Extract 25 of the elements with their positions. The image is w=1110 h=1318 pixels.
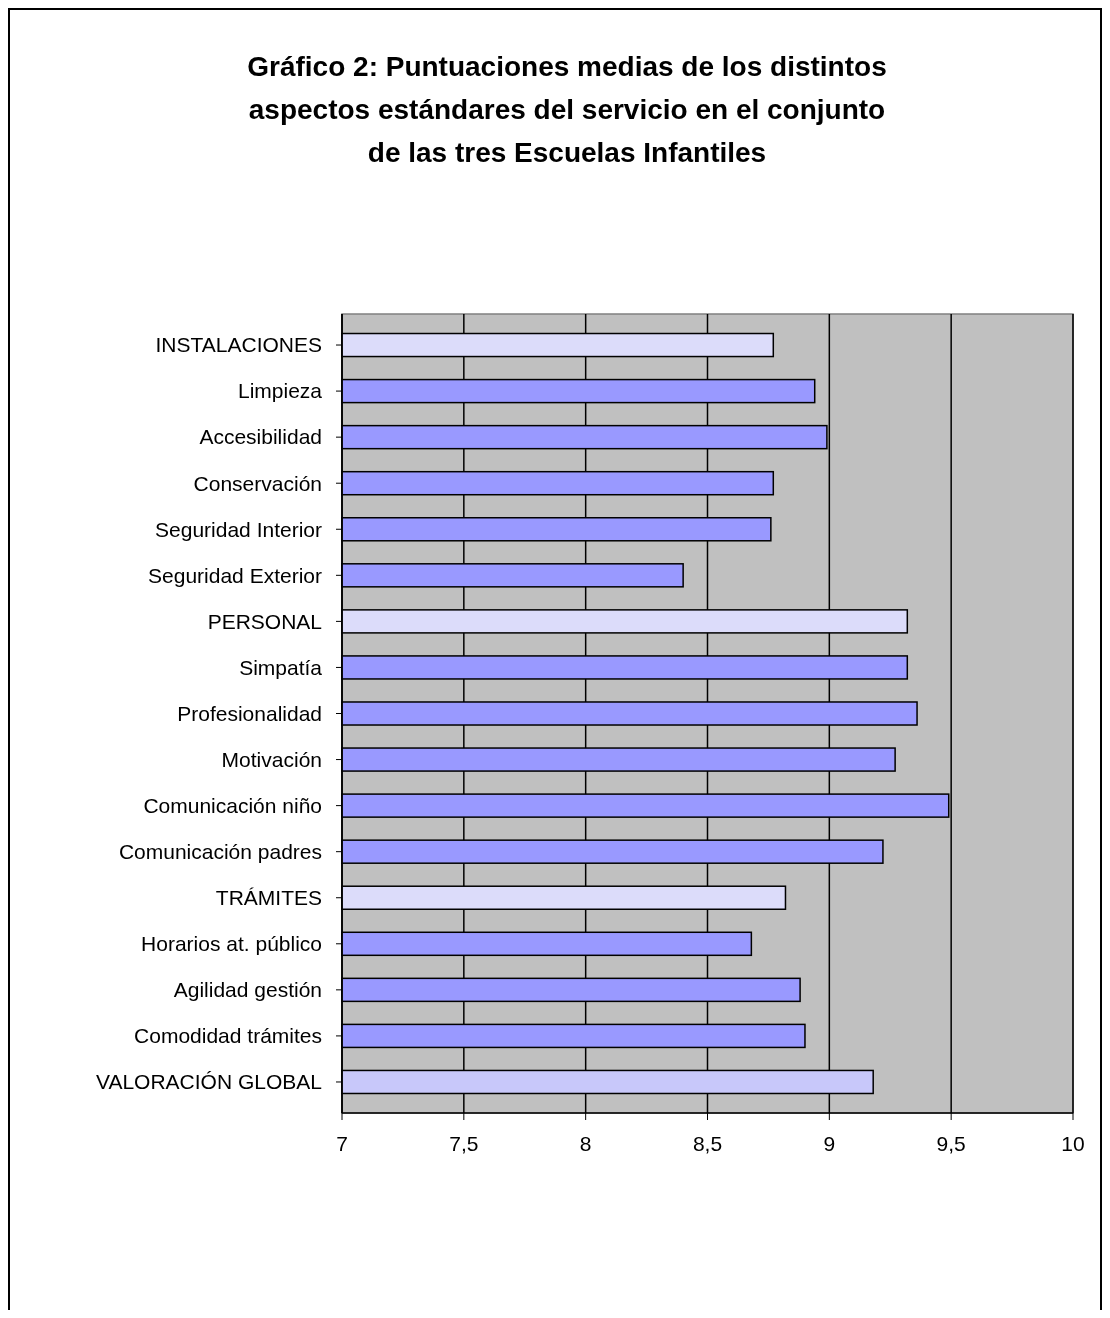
y-tick-label: Comunicación padres	[118, 840, 322, 864]
x-tick-label: 7	[336, 1132, 348, 1155]
y-tick-label: VALORACIÓN GLOBAL	[95, 1070, 322, 1094]
y-tick-label: Accesibilidad	[199, 425, 322, 449]
y-tick-label: Simpatía	[239, 655, 323, 679]
y-tick-label: Profesionalidad	[177, 701, 322, 725]
x-tick-label: 9	[823, 1132, 836, 1155]
y-tick-label: Comunicación niño	[143, 793, 322, 817]
y-tick-label: Seguridad Interior	[155, 517, 322, 541]
y-tick-label: Limpieza	[237, 379, 323, 403]
y-tick-label: PERSONAL	[207, 609, 322, 633]
y-tick-label: Motivación	[221, 747, 322, 771]
x-tick-label: 9,5	[936, 1132, 966, 1155]
x-tick-label: 8	[579, 1132, 592, 1155]
x-tick-label: 7,5	[449, 1132, 479, 1155]
x-tick-label: 8,5	[692, 1132, 723, 1155]
y-tick-label: Seguridad Exterior	[148, 563, 322, 587]
y-tick-label: TRÁMITES	[215, 886, 322, 910]
y-tick-label: Horarios at. público	[141, 932, 322, 956]
y-tick-label: Conservación	[193, 471, 322, 495]
y-tick-label: Comodidad trámites	[134, 1024, 322, 1048]
chart-title: Gráfico 2: Puntuaciones medias de los distintos aspectos estándares del servicio en el conjunto de las tres Escuelas Infantiles	[247, 51, 887, 168]
y-tick-label: Agilidad gestión	[173, 978, 322, 1002]
y-tick-label: INSTALACIONES	[155, 333, 322, 357]
x-tick-label: 10	[1061, 1132, 1085, 1155]
